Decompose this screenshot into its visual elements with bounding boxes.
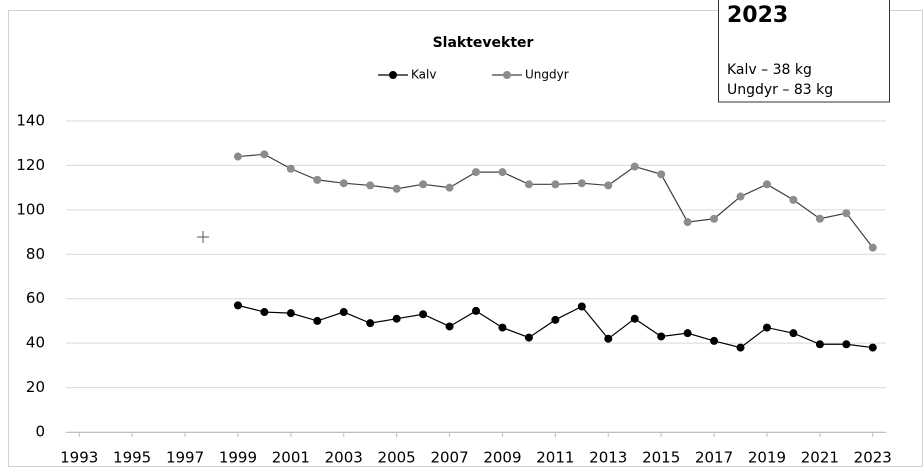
- point: [815, 214, 824, 223]
- x-tick-label: 2009: [483, 449, 521, 467]
- chart-title: Slaktevekter: [433, 35, 534, 51]
- point: [842, 209, 851, 218]
- point: [630, 162, 639, 171]
- x-tick-label: 1993: [60, 449, 98, 467]
- point: [286, 164, 295, 173]
- point: [339, 179, 348, 188]
- point: [789, 195, 798, 204]
- point: [445, 183, 454, 192]
- cursor: [197, 231, 209, 243]
- legend-label: Kalv: [411, 68, 436, 82]
- point: [472, 306, 480, 315]
- point: [260, 150, 269, 159]
- annotation-title: 2023: [727, 3, 788, 28]
- point: [472, 168, 480, 177]
- point: [551, 315, 560, 324]
- point: [815, 340, 824, 349]
- point: [313, 316, 322, 325]
- point: [392, 314, 401, 323]
- x-tick-label: 2019: [748, 449, 786, 467]
- x-tick-label: 2023: [854, 449, 892, 467]
- point: [498, 323, 507, 332]
- legend-marker: [503, 71, 511, 79]
- point: [366, 319, 375, 328]
- x-tick-label: 1995: [113, 449, 151, 467]
- point: [604, 334, 613, 343]
- point: [339, 308, 348, 317]
- y-tick-label: 120: [16, 156, 45, 174]
- point: [419, 180, 428, 189]
- point: [710, 214, 719, 223]
- point: [630, 314, 639, 323]
- legend-label: Ungdyr: [525, 68, 569, 82]
- y-tick-label: 140: [16, 112, 45, 130]
- x-tick-label: 2017: [695, 449, 733, 467]
- point: [551, 180, 560, 189]
- point: [286, 309, 295, 318]
- point: [868, 343, 877, 352]
- x-tick-label: 2001: [272, 449, 310, 467]
- point: [762, 323, 771, 332]
- point: [683, 329, 692, 338]
- point: [577, 179, 586, 188]
- point: [736, 192, 745, 201]
- x-tick-label: 2003: [325, 449, 363, 467]
- y-tick-label: 60: [26, 289, 45, 307]
- y-tick-label: 20: [26, 378, 45, 396]
- x-tick-label: 2005: [378, 449, 416, 467]
- point: [762, 180, 771, 189]
- point: [577, 302, 586, 311]
- point: [736, 343, 745, 352]
- x-tick-label: 2015: [642, 449, 680, 467]
- point: [868, 243, 877, 252]
- point: [657, 332, 666, 341]
- point: [683, 218, 692, 227]
- point: [710, 336, 719, 345]
- point: [392, 184, 401, 193]
- x-tick-label: 1999: [219, 449, 257, 467]
- annotation-box: [718, 0, 890, 103]
- point: [604, 181, 613, 190]
- annotation-line: Kalv – 38 kg: [727, 62, 812, 78]
- y-tick-label: 40: [26, 334, 45, 352]
- y-tick-label: 100: [16, 200, 45, 218]
- x-tick-label: 2021: [801, 449, 839, 467]
- point: [366, 181, 375, 190]
- y-tick-label: 80: [26, 245, 45, 263]
- x-tick-label: 2013: [589, 449, 627, 467]
- point: [260, 308, 269, 317]
- point: [313, 175, 322, 184]
- point: [842, 340, 851, 349]
- point: [233, 301, 242, 310]
- x-tick-label: 2007: [430, 449, 468, 467]
- point: [445, 322, 454, 331]
- point: [524, 333, 533, 342]
- point: [498, 168, 507, 177]
- y-tick-label: 0: [35, 423, 45, 441]
- x-tick-label: 1997: [166, 449, 204, 467]
- x-tick-label: 2011: [536, 449, 574, 467]
- point: [419, 310, 428, 319]
- point: [789, 329, 798, 338]
- point: [657, 170, 666, 179]
- legend-marker: [389, 71, 397, 79]
- point: [524, 180, 533, 189]
- annotation-line: Ungdyr – 83 kg: [727, 82, 833, 98]
- point: [233, 152, 242, 161]
